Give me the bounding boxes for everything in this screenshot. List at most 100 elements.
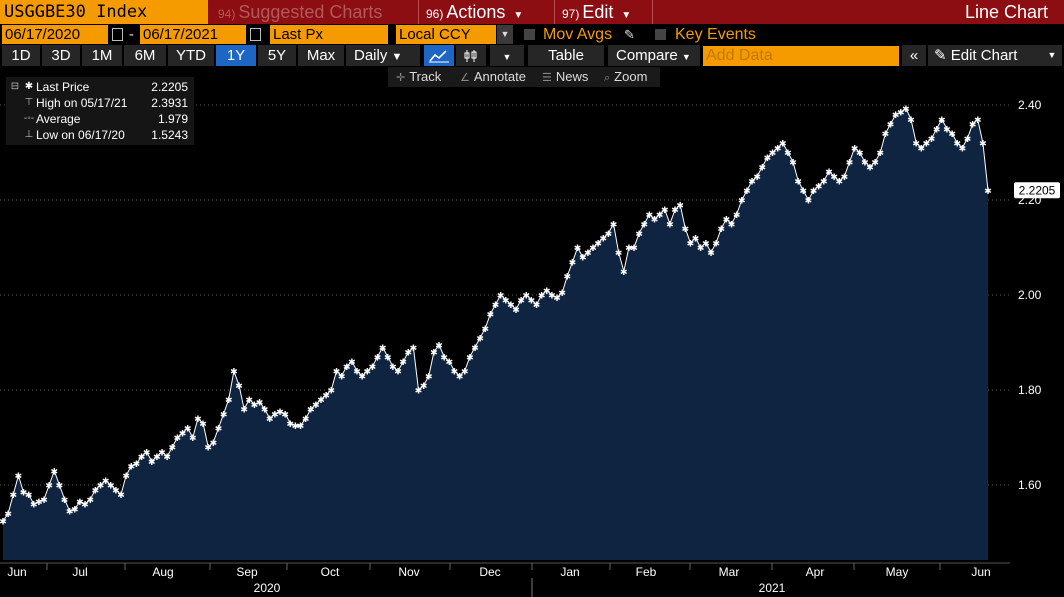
- chevron-down-icon[interactable]: ▼: [490, 45, 524, 66]
- pencil-icon: ✎: [934, 47, 947, 64]
- range-button-ytd[interactable]: YTD: [168, 45, 214, 66]
- data-point: ✱: [174, 434, 182, 444]
- chart-tools: ✛ Track ∠ Annotate ☰ News ⌕ Zoom: [388, 67, 660, 87]
- data-point: ✱: [953, 140, 961, 150]
- x-tick-label: Jun: [7, 565, 26, 579]
- data-point: ✱: [651, 216, 659, 226]
- range-button-3d[interactable]: 3D: [42, 45, 80, 66]
- data-point: ✱: [0, 518, 7, 528]
- data-point: ✱: [66, 508, 74, 518]
- edit-chart-button[interactable]: ✎ Edit Chart: [928, 45, 1060, 66]
- annotate-tool[interactable]: ∠ Annotate: [460, 67, 526, 87]
- date-separator: -: [129, 26, 134, 43]
- data-point: ✱: [122, 472, 130, 482]
- data-point: ✱: [528, 296, 536, 306]
- chevron-down-icon: ▼: [681, 52, 691, 62]
- data-point: ✱: [353, 368, 361, 378]
- frequency-label: Daily: [354, 47, 388, 64]
- data-point: ✱: [92, 486, 100, 496]
- last-value-text: 2.2205: [1019, 183, 1056, 197]
- chevron-down-icon[interactable]: ▼: [1042, 45, 1062, 66]
- key-events-checkbox[interactable]: [655, 29, 666, 40]
- data-point: ✱: [769, 149, 777, 159]
- pencil-icon[interactable]: ✎: [624, 27, 635, 42]
- data-point: ✱: [589, 244, 597, 254]
- chevron-down-icon[interactable]: ▼: [497, 25, 513, 44]
- start-date-field[interactable]: 06/17/2020: [2, 25, 108, 44]
- divider: [554, 0, 555, 24]
- data-point: ✱: [492, 301, 500, 311]
- data-point: ✱: [830, 173, 838, 183]
- data-point: ✱: [564, 273, 572, 283]
- x-tick-label: Dec: [479, 565, 500, 579]
- data-point: ✱: [71, 505, 79, 515]
- data-point: ✱: [127, 463, 135, 473]
- key-events-label: Key Events: [675, 26, 756, 43]
- data-point: ✱: [800, 187, 808, 197]
- x-tick-label: Jul: [72, 565, 87, 579]
- data-point: ✱: [825, 168, 833, 178]
- data-point: ✱: [338, 372, 346, 382]
- data-point: ✱: [702, 239, 710, 249]
- end-date-field[interactable]: 06/17/2021: [140, 25, 246, 44]
- track-tool[interactable]: ✛ Track: [396, 67, 441, 87]
- candlestick-icon[interactable]: [456, 45, 486, 66]
- edit-menu-button[interactable]: 97) Edit ▼: [556, 0, 652, 24]
- range-button-6m[interactable]: 6M: [124, 45, 166, 66]
- add-data-input[interactable]: Add Data: [703, 46, 899, 66]
- data-point: ✱: [435, 341, 443, 351]
- calendar-icon[interactable]: [250, 28, 261, 41]
- data-point: ✱: [51, 467, 59, 477]
- data-point: ✱: [317, 396, 325, 406]
- ticker-field[interactable]: USGGBE30 Index: [0, 0, 208, 24]
- price-field-select[interactable]: Last Px: [270, 25, 388, 44]
- table-button[interactable]: Table: [528, 45, 604, 66]
- data-point: ✱: [61, 496, 69, 506]
- range-button-1m[interactable]: 1M: [82, 45, 122, 66]
- data-point: ✱: [764, 154, 772, 164]
- data-point: ✱: [507, 301, 515, 311]
- data-point: ✱: [215, 425, 223, 435]
- data-point: ✱: [312, 401, 320, 411]
- collapse-icon[interactable]: «: [902, 45, 926, 66]
- data-point: ✱: [969, 121, 977, 131]
- line-chart-icon[interactable]: [424, 45, 454, 66]
- mov-avgs-checkbox[interactable]: [524, 29, 535, 40]
- actions-menu-button[interactable]: 96) Actions ▼: [420, 0, 552, 24]
- data-point: ✱: [630, 244, 638, 254]
- y-tick-label: 1.80: [1018, 383, 1042, 397]
- range-button-1d[interactable]: 1D: [2, 45, 40, 66]
- data-point: ✱: [687, 239, 695, 249]
- compare-select[interactable]: Compare ▼: [608, 45, 700, 66]
- data-point: ✱: [102, 477, 110, 487]
- news-tool[interactable]: ☰ News: [542, 67, 588, 87]
- range-button-1y[interactable]: 1Y: [216, 45, 256, 66]
- data-point: ✱: [918, 144, 926, 154]
- data-point: ✱: [45, 482, 53, 492]
- range-button-5y[interactable]: 5Y: [258, 45, 296, 66]
- data-point: ✱: [292, 422, 300, 432]
- data-point: ✱: [810, 187, 818, 197]
- data-point: ✱: [548, 292, 556, 302]
- currency-select[interactable]: Local CCY: [396, 25, 496, 44]
- chevron-down-icon: ▼: [391, 51, 403, 63]
- calendar-icon[interactable]: [112, 28, 123, 41]
- x-tick-label: Mar: [719, 565, 740, 579]
- zoom-tool[interactable]: ⌕ Zoom: [604, 67, 647, 87]
- collapse-icon[interactable]: ⊟: [10, 81, 20, 92]
- annotate-icon: ∠: [460, 72, 470, 84]
- legend-label: Average: [36, 112, 81, 126]
- data-point: ✱: [866, 163, 874, 173]
- y-tick-label: 2.00: [1018, 288, 1042, 302]
- data-point: ✱: [558, 289, 566, 299]
- y-axis: 1.601.802.002.202.40: [1018, 98, 1042, 492]
- data-point: ✱: [138, 453, 146, 463]
- range-button-max[interactable]: Max: [298, 45, 344, 66]
- frequency-select[interactable]: Daily ▼: [346, 45, 420, 66]
- edit-chart-label: Edit Chart: [950, 47, 1018, 64]
- data-point: ✱: [476, 334, 484, 344]
- data-point: ✱: [210, 439, 218, 449]
- suggested-charts-button[interactable]: 94) Suggested Charts: [212, 0, 416, 24]
- data-point: ✱: [35, 498, 43, 508]
